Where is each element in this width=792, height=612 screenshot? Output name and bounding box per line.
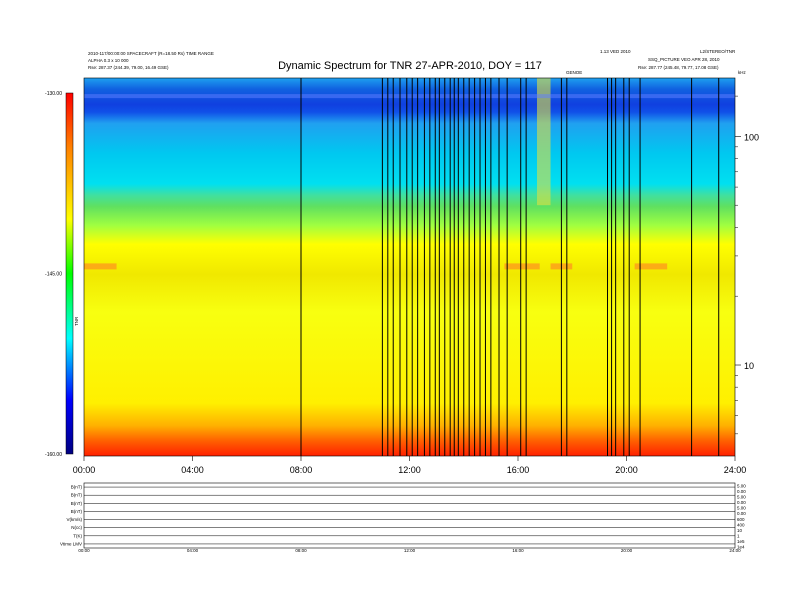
in-situ-row-label: B(nT) [71, 493, 83, 498]
in-situ-time-label: 08:00 [295, 548, 307, 553]
header-mid-note: GENOE [566, 70, 582, 75]
radio-burst [536, 78, 551, 206]
header-right-line2: L2/STEREO/TNR [700, 49, 736, 54]
in-situ-time-label: 16:00 [512, 548, 524, 553]
in-situ-panel: B(nT) B(nT) B(nT) B(nT) V(km/s) N(cc) T(K) Vtim… [60, 482, 746, 553]
in-situ-time-label: 20:00 [621, 548, 633, 553]
in-situ-time-label: 04:00 [187, 548, 199, 553]
colorbar [65, 92, 74, 455]
in-situ-scale-label: 5.00 [737, 506, 746, 511]
in-situ-scale-label: 1e4 [737, 545, 745, 550]
header-left-line1: 2010-117/00:00:00 SPACECRAFT (R=18.50 Rs… [88, 51, 214, 56]
in-situ-frame [83, 482, 736, 549]
colorbar-tick-label: -130.00 [45, 91, 62, 97]
interference-line [84, 94, 735, 99]
x-tick-label: 04:00 [181, 465, 204, 475]
in-situ-scale-label: 5.00 [737, 495, 746, 500]
in-situ-scale-label: 0.00 [737, 500, 746, 505]
header-left-line2: ALPHA 0.3 x 10 000 [88, 58, 129, 63]
x-tick-label: 24:00 [724, 465, 747, 475]
in-situ-scale-label: 0.00 [737, 489, 746, 494]
in-situ-row-label: B(nT) [71, 501, 83, 506]
colorbar-ticks: -130.00 -145.00 -160.00 [45, 91, 62, 458]
header-right-line3: SSQ_PICTURE VEO APR 28, 2010 [648, 57, 720, 62]
x-tick-label: 00:00 [73, 465, 96, 475]
x-axis-ticks: 00:00 04:00 08:00 12:00 16:00 20:00 24:00 [73, 456, 747, 475]
in-situ-row-label: Vtime LMV [60, 541, 82, 546]
radio-emission-band [504, 263, 540, 270]
x-tick-label: 12:00 [398, 465, 421, 475]
y-unit-label: kHz [738, 70, 746, 75]
in-situ-scale-label: 0.00 [737, 511, 746, 516]
chart-title: Dynamic Spectrum for TNR 27-APR-2010, DO… [278, 60, 542, 72]
x-tick-label: 08:00 [290, 465, 313, 475]
radio-emission-band [634, 263, 668, 270]
in-situ-time-label: 24:00 [729, 548, 741, 553]
colorbar-label: TNR [74, 316, 79, 326]
header-right-line1: 1.13 VED 2010 [600, 49, 631, 54]
data-dropout-lines [300, 78, 720, 456]
in-situ-scale-label: 5.00 [737, 484, 746, 489]
colorbar-tick-label: -145.00 [45, 272, 62, 278]
in-situ-row-label: B(nT) [71, 509, 83, 514]
in-situ-time-label: 12:00 [404, 548, 416, 553]
radio-emission-band [84, 263, 117, 270]
y-tick-label: 10 [744, 361, 754, 371]
in-situ-scale-label: 1 [737, 533, 740, 538]
in-situ-row-label: B(nT) [71, 485, 83, 490]
spectrogram-background [84, 78, 735, 456]
header-left-rse: Rse: 287.37 (244.39, 79.00, 16.49 GSE) [88, 65, 169, 70]
in-situ-scale-label: 1e5 [737, 539, 745, 544]
spectrogram-features [84, 78, 735, 270]
in-situ-scale-label: 600 [737, 517, 745, 522]
in-situ-row-label: V(km/s) [67, 517, 83, 522]
in-situ-time-label: 00:00 [78, 548, 90, 553]
x-tick-label: 16:00 [507, 465, 530, 475]
header-right-rse: Rse: 287.77 (245.48, 79.77, 17.08 GSE) [638, 65, 719, 70]
in-situ-row-label: N(cc) [71, 525, 82, 530]
colorbar-tick-label: -160.00 [45, 452, 62, 458]
y-tick-label: 100 [744, 132, 759, 142]
y-axis-ticks: 100 10 [735, 95, 759, 435]
x-tick-label: 20:00 [615, 465, 638, 475]
spectrogram [84, 78, 735, 456]
in-situ-row-label: T(K) [73, 533, 82, 538]
in-situ-scale-label: 10 [737, 528, 743, 533]
in-situ-scale-label: 400 [737, 522, 745, 527]
